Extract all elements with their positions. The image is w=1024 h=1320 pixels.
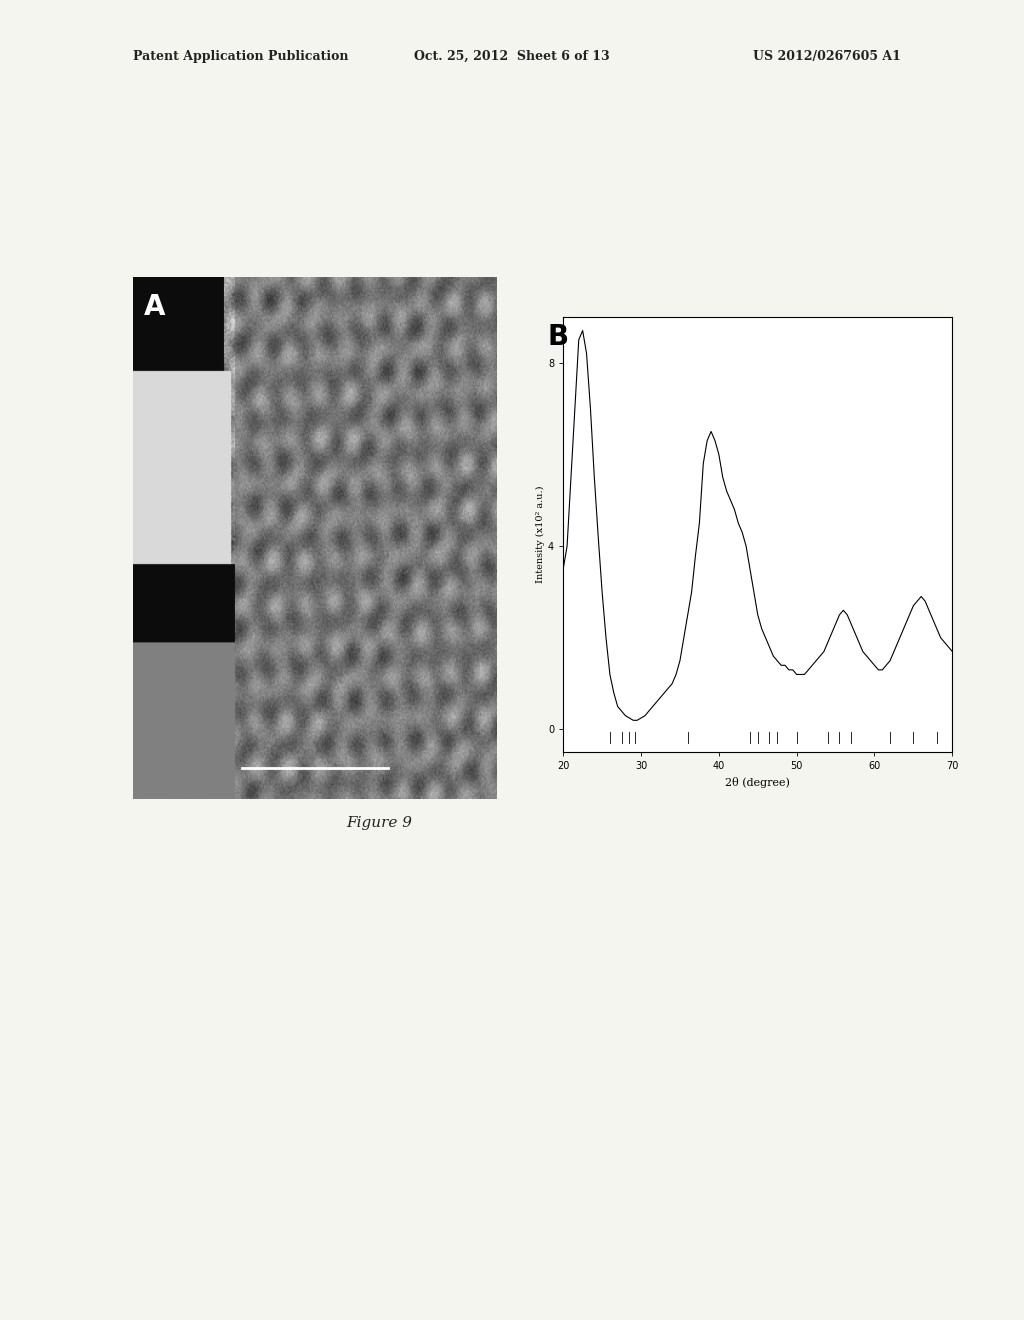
- Text: Patent Application Publication: Patent Application Publication: [133, 50, 348, 63]
- Y-axis label: Intensity (x10² a.u.): Intensity (x10² a.u.): [537, 486, 545, 583]
- Text: A: A: [144, 293, 166, 321]
- Text: US 2012/0267605 A1: US 2012/0267605 A1: [754, 50, 901, 63]
- Text: Oct. 25, 2012  Sheet 6 of 13: Oct. 25, 2012 Sheet 6 of 13: [414, 50, 610, 63]
- Text: Figure 9: Figure 9: [346, 816, 412, 830]
- Text: B: B: [548, 323, 569, 351]
- X-axis label: 2θ (degree): 2θ (degree): [725, 777, 791, 788]
